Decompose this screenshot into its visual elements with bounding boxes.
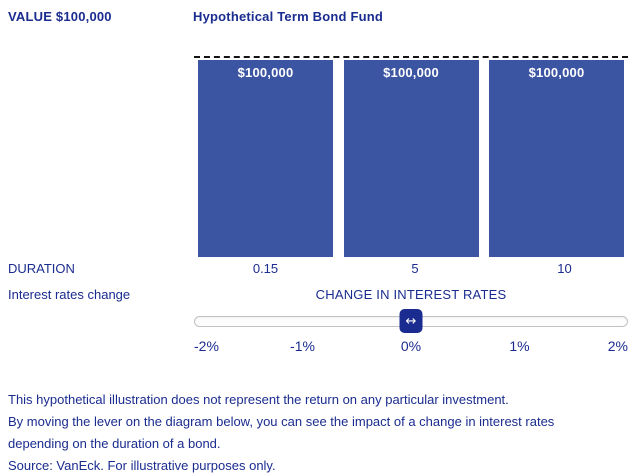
slider-thumb[interactable]: ↔ [399,309,423,333]
disclaimer-line: This hypothetical illustration does not … [8,392,509,407]
bar-value-label: $100,000 [528,65,585,80]
value-axis-label: VALUE $100,000 [8,9,112,24]
interest-rates-axis-title: CHANGE IN INTEREST RATES [315,287,507,302]
horizontal-arrows-icon: ↔ [405,313,417,329]
bar-chart: $100,000 $100,000 $100,000 [194,56,628,258]
duration-tick-row: 0.15 5 10 [194,261,636,276]
duration-tick: 10 [557,261,572,276]
interest-rates-change-label: Interest rates change [8,287,131,302]
source-attribution: Source: VanEck. For illustrative purpose… [8,458,276,473]
bar-duration-0-15: $100,000 [198,60,333,257]
duration-tick: 0.15 [252,261,279,276]
bar-value-label: $100,000 [237,65,294,80]
bar-duration-10: $100,000 [489,60,624,257]
disclaimer-text: This hypothetical illustration does not … [8,389,634,476]
chart-title: Hypothetical Term Bond Fund [193,9,384,24]
duration-axis-label: DURATION [8,261,75,276]
interest-rate-slider[interactable]: ↔ [194,309,628,334]
tick-minus-2: -2% [194,338,219,354]
bar-duration-5: $100,000 [343,60,479,257]
tick-minus-1: -1% [290,338,315,354]
disclaimer-line: By moving the lever on the diagram below… [8,414,555,429]
tick-plus-1: 1% [509,338,530,354]
slider-tick-labels: -2% -1% 0% 1% 2% [194,338,628,354]
tick-zero: 0% [400,338,422,354]
bar-value-label: $100,000 [383,65,439,80]
disclaimer-line: depending on the duration of a bond. [8,436,221,451]
bars-container: $100,000 $100,000 $100,000 [194,60,628,258]
tick-plus-2: 2% [607,338,628,354]
duration-tick: 5 [411,261,419,276]
